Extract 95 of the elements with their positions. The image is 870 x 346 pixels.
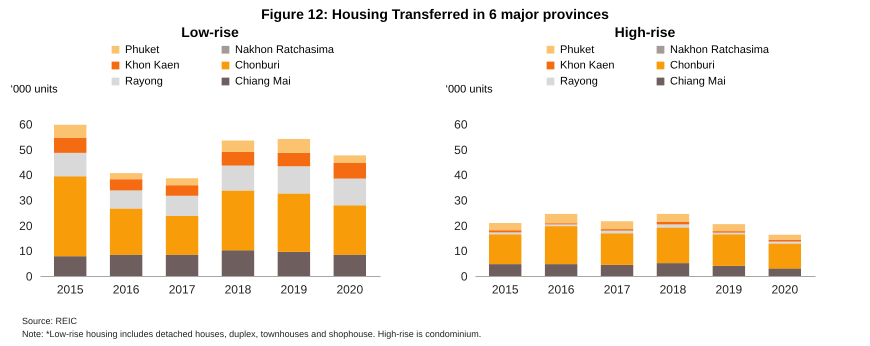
bar (166, 186, 198, 196)
bar (222, 190, 254, 250)
bar (166, 196, 198, 216)
y-tick-label: 0 (26, 270, 33, 284)
y-tick-label: 20 (454, 218, 468, 233)
bar (334, 155, 366, 164)
y-tick-label: 50 (19, 142, 33, 157)
bar (768, 244, 802, 269)
y-tick-label: 30 (19, 194, 33, 208)
bar (278, 252, 310, 276)
y-tick-label: 60 (19, 118, 33, 132)
bar (278, 138, 310, 153)
bar (600, 264, 634, 276)
y-tick-label: 60 (454, 118, 468, 132)
y-tick-label: 50 (454, 142, 468, 157)
bar (222, 152, 254, 166)
legend-label: Rayong (125, 76, 163, 88)
bar (110, 179, 142, 190)
legend-label: Chonburi (235, 60, 280, 72)
bar (166, 254, 198, 276)
bar (712, 234, 746, 266)
legend-label: Chonburi (670, 60, 715, 72)
legend-label: Rayong (560, 76, 598, 88)
bar (278, 166, 310, 194)
y-axis-title: ‘000 units (10, 84, 58, 96)
bar (166, 178, 198, 186)
x-tick-label: 2016 (112, 282, 140, 296)
bar (222, 140, 254, 152)
bar (544, 264, 578, 276)
bar (110, 173, 142, 180)
bar (334, 205, 366, 255)
bar (110, 208, 142, 255)
legend-label: Phuket (125, 44, 160, 56)
y-tick-label: 0 (460, 270, 468, 284)
bar (600, 221, 634, 230)
bar (600, 230, 634, 234)
bar (54, 124, 86, 138)
text: Figure 12: Housing Transferred in 6 major provinces (261, 6, 609, 22)
bar (278, 194, 310, 252)
x-tick-label: 2015 (56, 282, 84, 296)
x-tick-label: 2015 (492, 282, 519, 296)
bar (544, 226, 578, 264)
y-tick-label: 30 (454, 194, 468, 208)
x-tick-label: 2020 (336, 282, 364, 296)
bar (600, 233, 634, 265)
text: Note: *Low-rise housing includes detached houses, duplex, townhouses and shophouse. High-rise is condominium. (22, 328, 482, 341)
y-tick-label: 20 (19, 218, 33, 233)
y-axis-title: ‘000 units (446, 84, 494, 96)
bar (222, 250, 254, 276)
bar (334, 254, 366, 276)
chart-subtitle: Low-rise (181, 24, 239, 40)
bar (712, 224, 746, 232)
x-tick-label: 2017 (604, 282, 631, 296)
x-tick-label: 2018 (224, 282, 252, 296)
source-note: Source: REIC (22, 315, 78, 328)
bar (488, 234, 522, 264)
bar (656, 228, 690, 264)
bar (712, 266, 746, 276)
x-tick-label: 2019 (716, 282, 743, 296)
bar (768, 234, 802, 240)
x-tick-label: 2017 (168, 282, 196, 296)
bar (110, 254, 142, 276)
bar (54, 138, 86, 153)
bar (656, 214, 690, 222)
legend-label: Chiang Mai (670, 76, 726, 88)
y-tick-label: 40 (19, 168, 33, 182)
chart-subtitle: High-rise (614, 24, 676, 40)
legend-label: Phuket (560, 44, 594, 56)
bar (222, 166, 254, 191)
bar (278, 152, 310, 166)
x-tick-label: 2018 (660, 282, 687, 296)
bar (334, 163, 366, 178)
x-tick-label: 2016 (548, 282, 575, 296)
x-tick-label: 2019 (280, 282, 308, 296)
legend-label: Khon Kaen (560, 60, 614, 72)
y-tick-label: 10 (454, 244, 468, 258)
bar (54, 176, 86, 256)
y-tick-label: 40 (454, 168, 468, 182)
bar (54, 152, 86, 176)
bar (488, 223, 522, 230)
x-tick-label: 2020 (771, 282, 798, 296)
legend-label: Nakhon Ratchasima (670, 44, 770, 56)
legend-label: Chiang Mai (235, 76, 291, 88)
bar (166, 216, 198, 255)
legend-label: Khon Kaen (125, 60, 180, 72)
bar (488, 264, 522, 276)
bar (544, 214, 578, 224)
bar (110, 190, 142, 209)
bar (656, 224, 690, 228)
legend-label: Nakhon Ratchasima (235, 44, 335, 56)
y-tick-label: 10 (19, 244, 33, 258)
bar (54, 256, 86, 276)
bar (334, 178, 366, 206)
bar (656, 263, 690, 276)
bar (768, 268, 802, 276)
